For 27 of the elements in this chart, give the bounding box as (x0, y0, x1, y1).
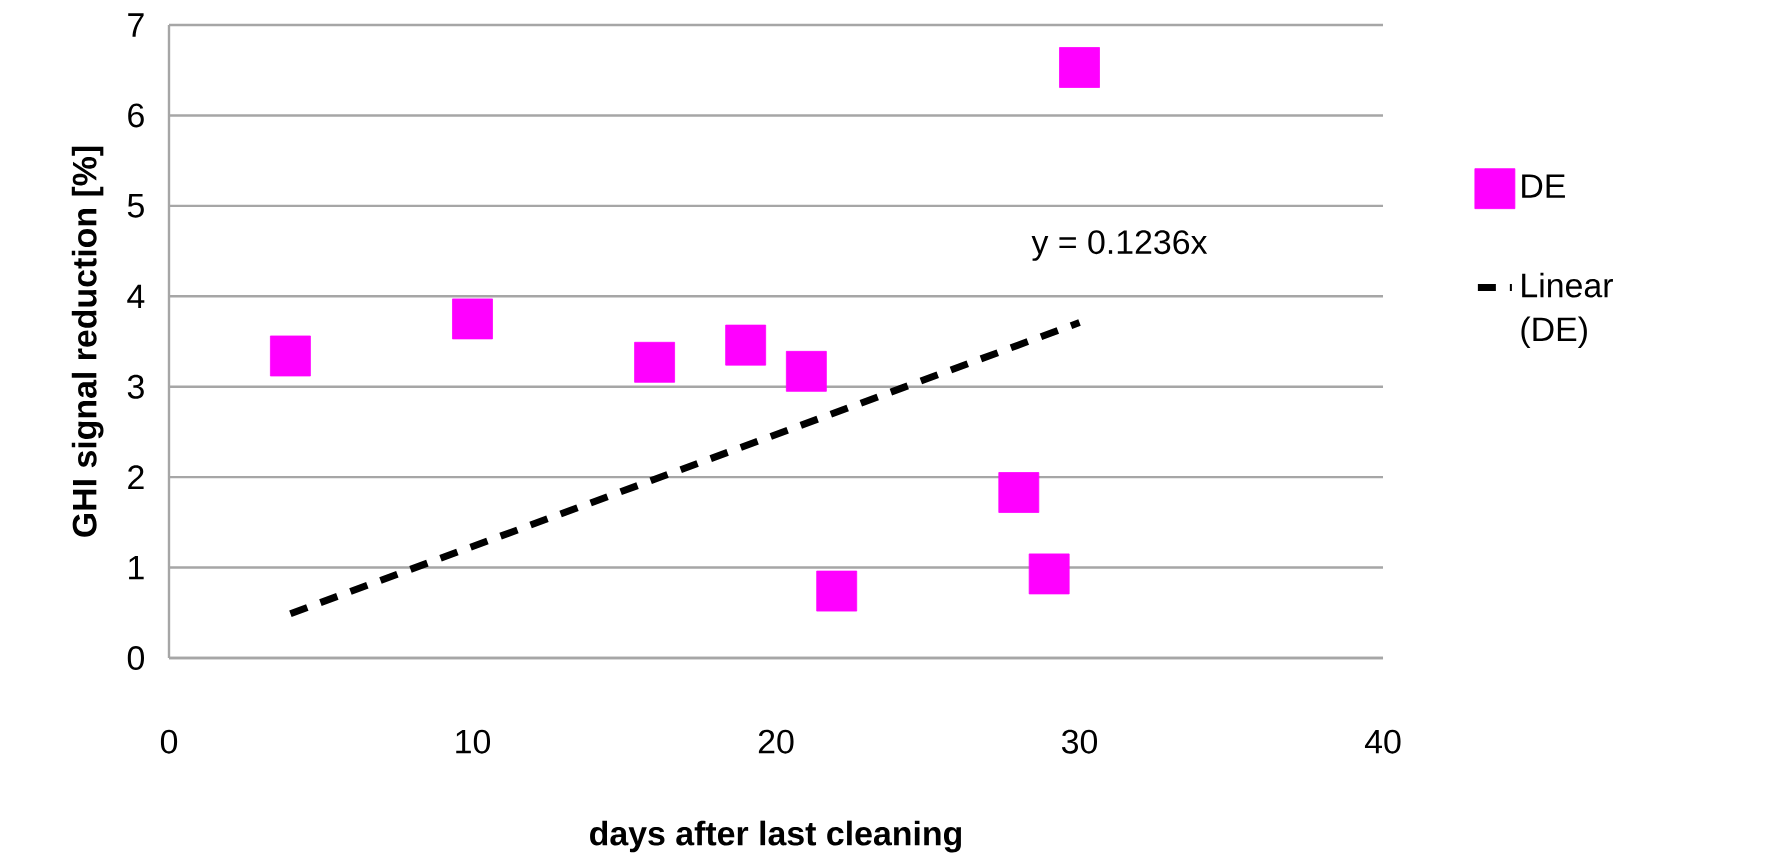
x-axis-title: days after last cleaning (590, 820, 962, 853)
x-tick-label: 10 (456, 729, 491, 754)
x-tick-label: 30 (1061, 729, 1098, 754)
point (725, 324, 767, 366)
point (634, 341, 675, 383)
x-tick-label: 20 (758, 729, 794, 754)
y-axis-title: GHI signal reduction [%] (71, 146, 104, 537)
point (452, 298, 493, 340)
legend-label: Linear (DE) (1521, 272, 1613, 349)
point (1059, 47, 1100, 88)
y-tick-label: 4 (127, 284, 145, 308)
x-tick-label: 40 (1364, 729, 1401, 754)
legend-label: DE (1522, 174, 1565, 198)
y-tick-label: 3 (127, 374, 144, 399)
x-tick-label: 0 (160, 729, 178, 754)
annotation: y = 0.1236x (1031, 230, 1208, 261)
y-tick-label: 2 (128, 465, 144, 489)
point (270, 335, 311, 377)
point (785, 350, 827, 392)
y-tick-label: 1 (129, 555, 144, 580)
y-tick-label: 6 (128, 103, 144, 128)
y-tick-label: 5 (127, 194, 144, 218)
point (1028, 553, 1070, 595)
point (998, 472, 1040, 513)
y-tick-label: 0 (127, 646, 145, 670)
point (816, 570, 858, 612)
y-tick-label: 7 (128, 13, 144, 37)
